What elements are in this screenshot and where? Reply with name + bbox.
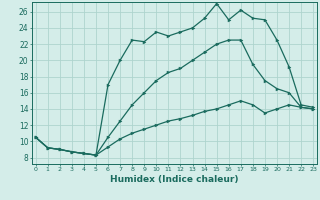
X-axis label: Humidex (Indice chaleur): Humidex (Indice chaleur) bbox=[110, 175, 239, 184]
